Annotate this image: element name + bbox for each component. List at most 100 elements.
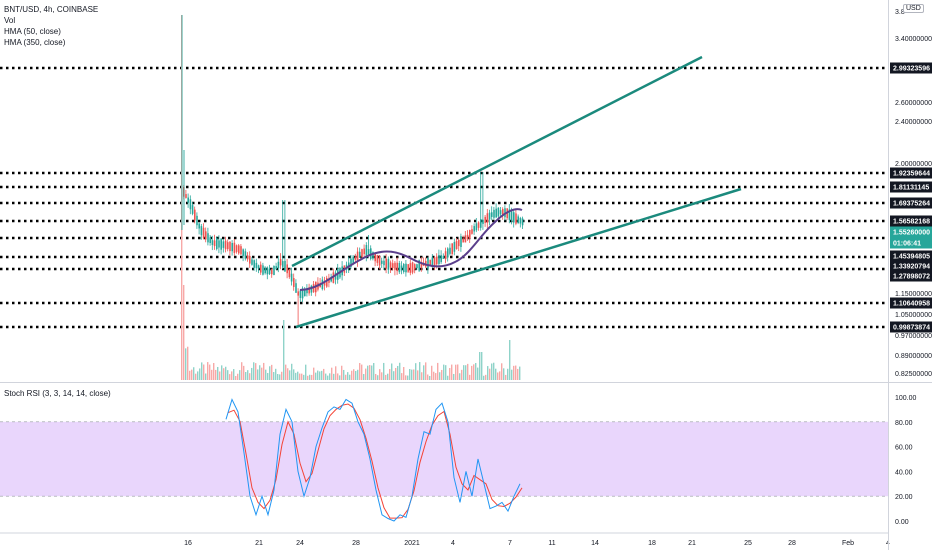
volume-bar	[375, 373, 377, 380]
candle-body	[480, 219, 482, 228]
price-label-box	[890, 215, 932, 227]
candle-body	[330, 276, 332, 282]
symbol-title[interactable]: BNT/USD, 4h, COINBASE	[4, 5, 99, 14]
candle-body	[306, 289, 308, 294]
hma350-legend[interactable]: HMA (350, close)	[4, 38, 66, 47]
candle-body	[497, 207, 500, 217]
volume-bar	[415, 363, 417, 380]
candle-body	[394, 262, 396, 270]
volume-bar	[223, 368, 225, 380]
volume-bar	[411, 369, 413, 380]
hma50-legend[interactable]: HMA (50, close)	[4, 27, 61, 36]
stoch-rsi-k-line	[225, 398, 521, 522]
volume-bar	[455, 364, 457, 380]
volume-bar	[495, 368, 497, 380]
price-label-text: 01:06:41	[893, 241, 921, 248]
volume-bar	[467, 363, 469, 380]
volume-bar	[237, 373, 239, 380]
stoch-rsi-legend[interactable]: Stoch RSI (3, 3, 14, 14, close)	[4, 388, 111, 399]
candle-body	[367, 249, 370, 255]
volume-bar	[309, 374, 311, 380]
volume-bar	[429, 375, 431, 380]
price-tick-label: 0.82500000	[895, 371, 932, 378]
candle-body	[308, 287, 310, 294]
candle-body	[207, 233, 209, 243]
stoch-rsi-title[interactable]: Stoch RSI (3, 3, 14, 14, close)	[4, 389, 111, 398]
volume-bar	[331, 367, 333, 380]
volume-bar	[489, 368, 491, 380]
volume-bar	[313, 367, 315, 380]
candle-body	[359, 251, 361, 258]
volume-bar	[227, 370, 229, 380]
candle-body	[185, 194, 187, 198]
candle-body	[275, 266, 277, 270]
volume-bar	[479, 352, 481, 380]
volume-bar	[353, 369, 355, 380]
volume-bar	[483, 375, 485, 380]
volume-bar	[459, 373, 461, 380]
volume-bar	[349, 374, 351, 380]
volume-bar	[519, 366, 521, 380]
volume-bar	[259, 365, 261, 380]
volume-bar	[251, 367, 253, 380]
rsi-tick-label: 100.00	[895, 395, 917, 402]
volume-bar	[279, 374, 281, 380]
volume-bar	[427, 374, 429, 380]
rsi-tick-label: 80.00	[895, 420, 913, 427]
volume-bar	[241, 362, 243, 380]
price-label-box	[890, 167, 932, 179]
lower-trendline	[295, 187, 742, 329]
candle-body	[365, 245, 368, 256]
volume-bar	[221, 365, 223, 380]
time-tick-label: 25	[744, 540, 752, 547]
currency-button[interactable]: USD	[903, 4, 924, 13]
volume-bar	[311, 374, 313, 380]
time-tick-label: 28	[352, 540, 360, 547]
candle-body	[255, 262, 258, 269]
volume-bar	[397, 365, 399, 380]
candle-body	[471, 229, 473, 234]
candle-body	[271, 269, 273, 275]
candle-body	[396, 262, 398, 272]
symbol-legend[interactable]: BNT/USD, 4h, COINBASE Vol HMA (50, close…	[4, 4, 98, 48]
volume-bar	[271, 364, 273, 380]
candle-body	[427, 257, 429, 269]
volume-bar	[517, 368, 519, 380]
candle-body	[407, 264, 409, 272]
volume-bar	[391, 363, 393, 380]
volume-bar	[315, 372, 317, 380]
candle-body	[403, 264, 405, 272]
price-label-text: 2.99323596	[893, 66, 930, 73]
candle-body	[295, 283, 297, 293]
candle-body	[323, 281, 326, 286]
time-tick-label: 14	[591, 540, 599, 547]
candle-body	[218, 240, 220, 248]
price-label-box	[890, 226, 932, 238]
candle-body	[517, 216, 519, 223]
volume-bar	[363, 374, 365, 380]
candle-body	[297, 291, 299, 296]
stoch-rsi-pane[interactable]	[0, 398, 888, 522]
volume-bar	[189, 370, 191, 380]
candle-body	[224, 240, 227, 250]
candle-body	[385, 258, 387, 269]
price-label-text: 0.99873874	[893, 325, 930, 332]
volume-bar	[275, 368, 277, 380]
volume-bar	[333, 373, 335, 380]
price-tick-label: 3.8	[895, 9, 905, 16]
volume-bar	[499, 371, 501, 380]
candle-body	[433, 257, 436, 266]
candle-body	[438, 255, 440, 264]
volume-bar	[445, 365, 447, 380]
volume-bar	[281, 371, 283, 380]
vol-legend[interactable]: Vol	[4, 16, 16, 25]
volume-bar	[191, 369, 193, 380]
volume-bar	[343, 369, 345, 380]
pane-divider[interactable]	[0, 382, 932, 383]
volume-bar	[443, 364, 445, 380]
candle-body	[521, 218, 524, 226]
candle-body	[310, 285, 313, 293]
price-pane[interactable]	[0, 15, 888, 380]
candle-body	[213, 240, 216, 247]
